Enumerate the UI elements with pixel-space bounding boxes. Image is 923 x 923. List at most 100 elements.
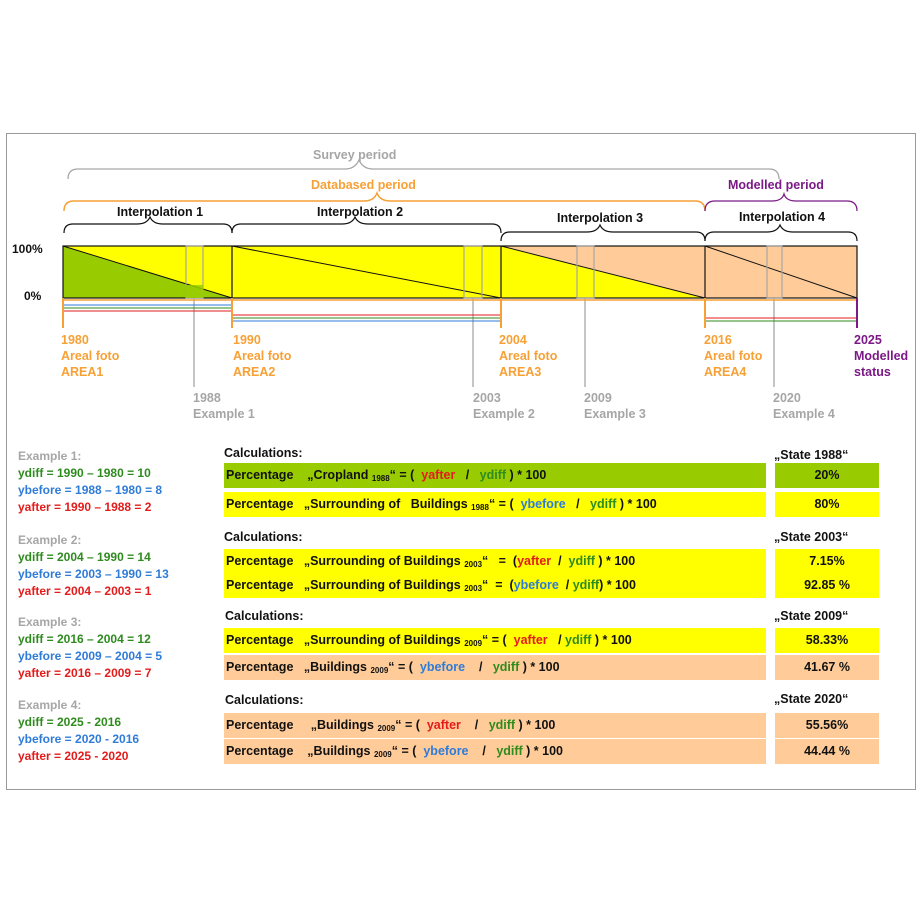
formula-divide: / — [551, 554, 569, 568]
formula-suffix: ) * 100 — [599, 578, 636, 592]
ydiff-line: ydiff = 2025 - 2016 — [18, 715, 122, 729]
calc-formula-4-2: Percentage „Buildings 2009“ = ( ybefore … — [224, 739, 766, 764]
interpolation-2-brace — [231, 215, 502, 234]
formula-divide: / — [465, 660, 493, 674]
example-1-cropland-fill — [186, 285, 203, 298]
source: Modelled — [854, 349, 909, 363]
formula-subscript: 2009 — [377, 724, 396, 733]
example-block-1: Example 1: ydiff = 1990 – 1980 = 10 ybef… — [18, 448, 162, 516]
timeline-label-2025: 2025 Modelled status — [854, 332, 908, 380]
formula-numerator: yafter — [421, 468, 456, 482]
axis-label-100: 100% — [12, 242, 43, 256]
example-title: Example 2: — [18, 533, 82, 547]
axis-label-0: 0% — [24, 289, 42, 303]
state-value-1-1: 20% — [775, 463, 879, 488]
state-title-2009: „State 2009“ — [774, 609, 849, 623]
formula-equals: “ = ( — [388, 660, 420, 674]
formula-prefix: Percentage „Surrounding of Buildings — [226, 633, 465, 647]
calculations-title-1: Calculations: — [224, 446, 303, 460]
calculations-title-3: Calculations: — [225, 609, 304, 623]
state-value-4-1: 55.56% — [775, 713, 879, 738]
year: 2020 — [773, 391, 801, 405]
year: 1990 — [233, 333, 261, 347]
year: 2016 — [704, 333, 732, 347]
year: 1980 — [61, 333, 89, 347]
timeline-diagram — [62, 158, 858, 387]
area: AREA2 — [233, 365, 276, 379]
formula-subscript: 2009 — [373, 750, 392, 759]
source: Areal foto — [499, 349, 558, 363]
ydiff-line: ydiff = 1990 – 1980 = 10 — [18, 466, 151, 480]
formula-subscript: 2003 — [464, 560, 483, 569]
label: Example 1 — [193, 407, 255, 421]
formula-suffix: ) * 100 — [506, 468, 547, 482]
formula-text: Percentage „Buildings 2009“ = ( ybefore … — [224, 660, 560, 675]
formula-equals: “ = ( — [389, 468, 422, 482]
calc-formula-1-1: Percentage „Cropland 1988“ = ( yafter / … — [224, 463, 766, 488]
calc-formula-3-1: Percentage „Surrounding of Buildings 200… — [224, 628, 766, 653]
formula-subscript: 2009 — [464, 639, 483, 648]
state-value-3-1: 58.33% — [775, 628, 879, 653]
formula-numerator: ybefore — [423, 744, 469, 758]
label: Example 3 — [584, 407, 646, 421]
formula-prefix: Percentage „Surrounding of Buildings — [226, 578, 465, 592]
formula-text: Percentage „Surrounding of Buildings 200… — [224, 578, 636, 593]
calc-formula-1-2: Percentage „Surrounding of Buildings 198… — [224, 492, 766, 517]
interpolation-4-brace — [704, 223, 858, 242]
formula-denominator: ydiff — [568, 554, 595, 568]
timeline-label-2004: 2004 Areal foto AREA3 — [499, 332, 557, 380]
formula-denominator: ydiff — [488, 718, 516, 732]
interpolation-1-label: Interpolation 1 — [117, 205, 204, 219]
year: 1988 — [193, 391, 221, 405]
formula-text: Percentage „Buildings 2009“ = ( yafter /… — [224, 718, 555, 733]
timeline-label-1980: 1980 Areal foto AREA1 — [61, 332, 119, 380]
formula-divide: / — [468, 744, 497, 758]
formula-suffix: ) * 100 — [522, 744, 564, 758]
formula-suffix: ) * 100 — [591, 633, 632, 647]
formula-text: Percentage „Buildings 2009“ = ( ybefore … — [224, 744, 564, 759]
state-value-1-2: 80% — [775, 492, 879, 517]
formula-text: Percentage „Surrounding of Buildings 200… — [224, 554, 635, 569]
formula-equals: “ = ( — [482, 633, 514, 647]
area: status — [854, 365, 891, 379]
source: Areal foto — [61, 349, 120, 363]
state-title-2020: „State 2020“ — [774, 692, 849, 706]
formula-prefix: Percentage „Surrounding of Buildings — [226, 497, 472, 511]
formula-denominator: ydiff — [590, 497, 617, 511]
survey-period-brace — [67, 158, 780, 180]
state-value-3-2: 41.67 % — [775, 655, 879, 680]
formula-prefix: Percentage „Buildings — [226, 660, 371, 674]
formula-numerator: yafter — [426, 718, 461, 732]
yafter-line: yafter = 2016 – 2009 = 7 — [18, 666, 152, 680]
formula-numerator: ybefore — [419, 660, 466, 674]
state-value-2-2: 92.85 % — [775, 573, 879, 598]
area: AREA3 — [499, 365, 542, 379]
formula-denominator: ydiff — [479, 468, 507, 482]
segment-1-diagonal — [62, 245, 233, 299]
formula-subscript: 2009 — [370, 666, 389, 675]
year: 2004 — [499, 333, 527, 347]
ybefore-line: ybefore = 2003 – 1990 = 13 — [18, 567, 169, 581]
interpolation-3-brace — [500, 223, 706, 242]
calc-formula-2-2: Percentage „Surrounding of Buildings 200… — [224, 573, 766, 598]
formula-text: Percentage „Surrounding of Buildings 200… — [224, 633, 632, 648]
formula-prefix: Percentage „Cropland — [226, 468, 372, 482]
example-title: Example 3: — [18, 615, 82, 629]
year: 2003 — [473, 391, 501, 405]
example-block-3: Example 3: ydiff = 2016 – 2004 = 12 ybef… — [18, 614, 162, 682]
state-title-2003: „State 2003“ — [774, 530, 849, 544]
interpolation-1-brace — [63, 215, 233, 234]
modelled-period-brace — [704, 191, 858, 212]
yafter-line: yafter = 1990 – 1988 = 2 — [18, 500, 152, 514]
formula-subscript: 1988 — [471, 503, 489, 512]
example-block-4: Example 4: ydiff = 2025 - 2016 ybefore =… — [18, 697, 139, 765]
timeline-bar-outline — [62, 245, 858, 299]
formula-denominator: ydiff — [492, 660, 520, 674]
interpolation-2-label: Interpolation 2 — [317, 205, 404, 219]
formula-prefix: Percentage „Buildings — [226, 744, 374, 758]
timeline-label-2016: 2016 Areal foto AREA4 — [704, 332, 762, 380]
ybefore-line: ybefore = 2020 - 2016 — [18, 732, 140, 746]
formula-numerator: yafter — [517, 554, 552, 568]
formula-denominator: ydiff — [496, 744, 523, 758]
figure-frame: Survey period Databased period Modelled … — [6, 133, 916, 790]
